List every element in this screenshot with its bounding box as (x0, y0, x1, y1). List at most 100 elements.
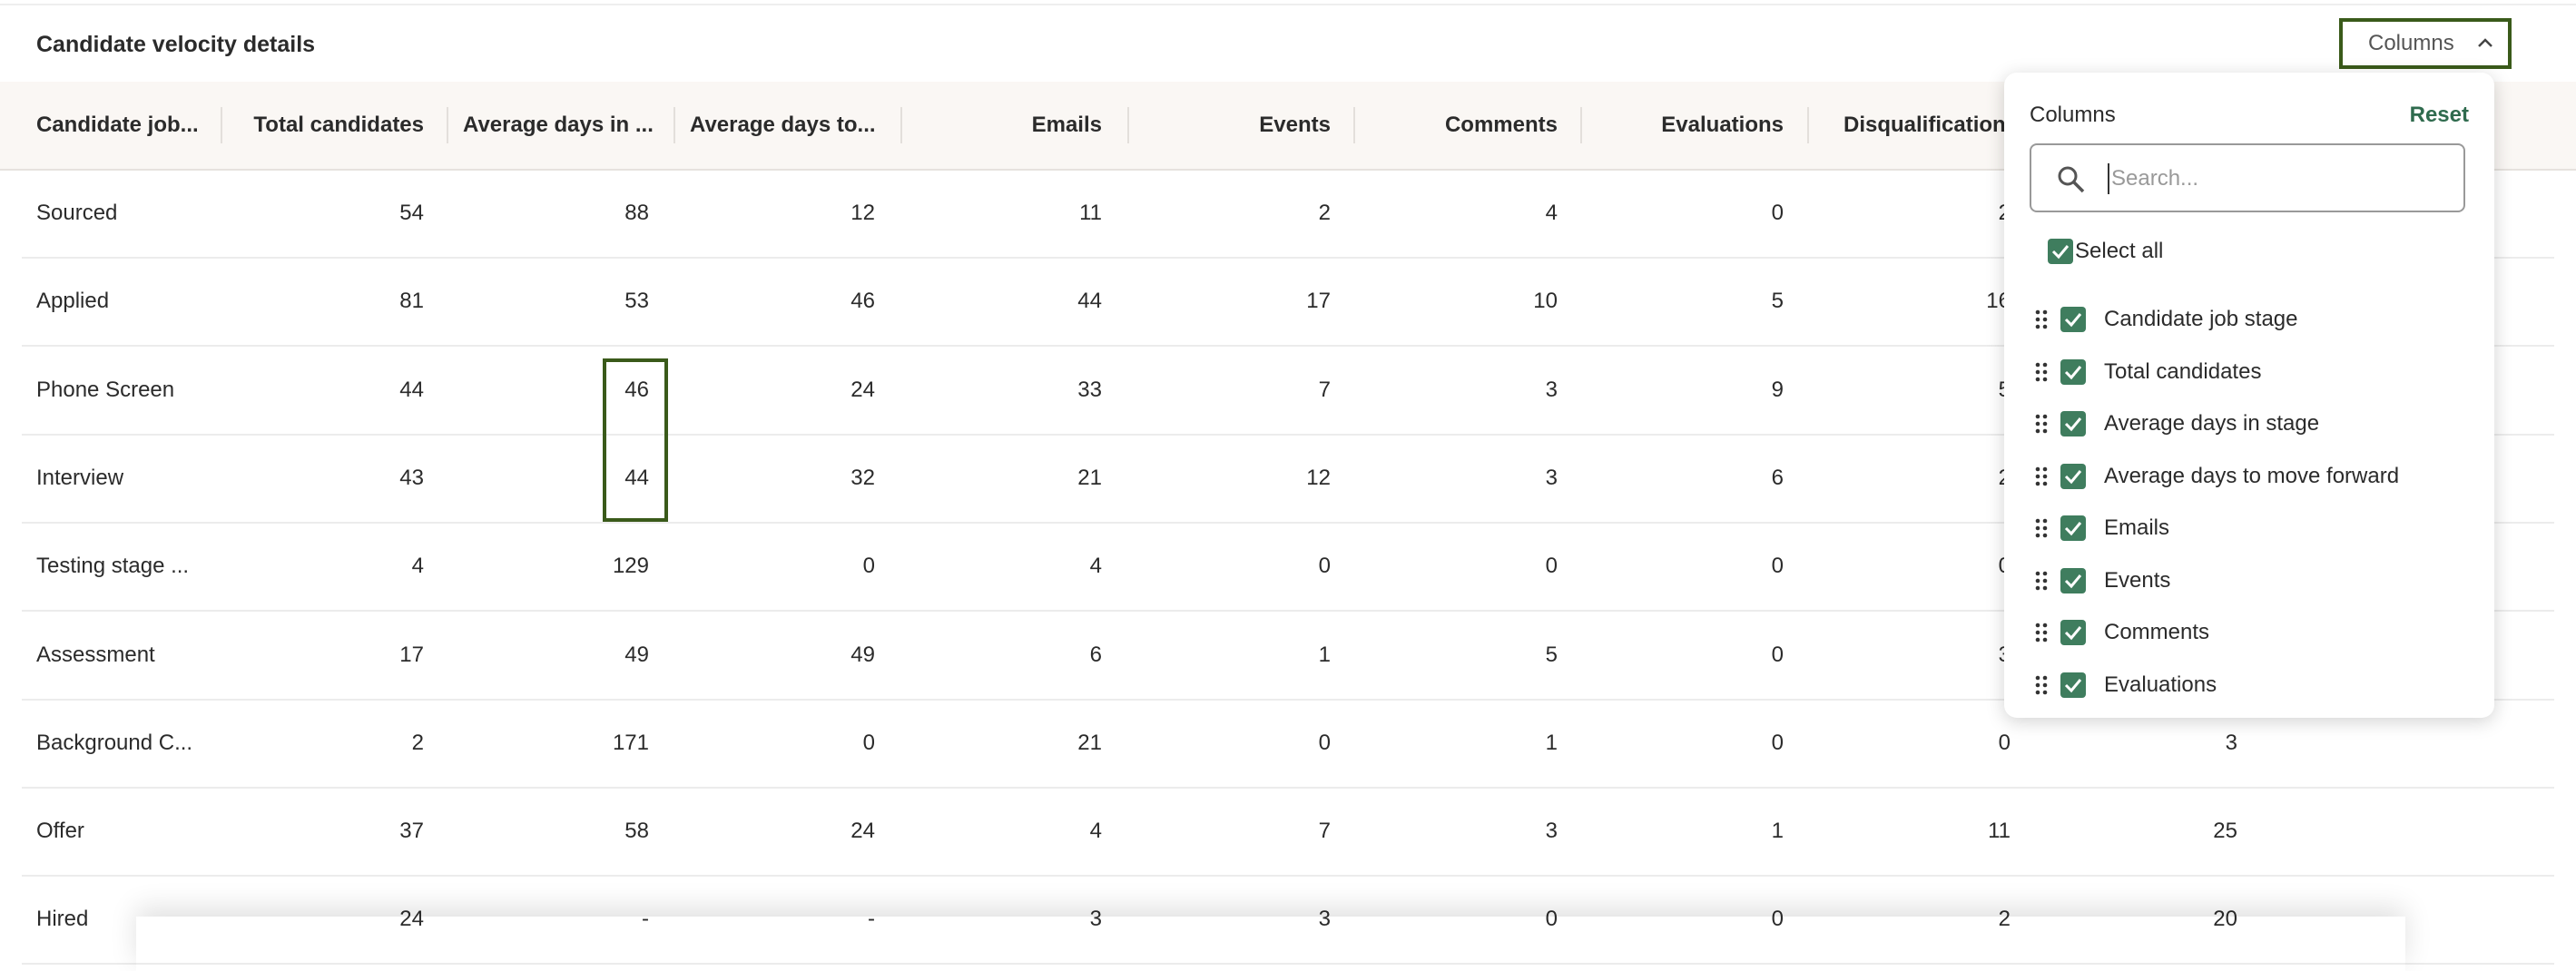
columns-button[interactable]: Columns (2339, 18, 2512, 69)
search-icon (2058, 166, 2085, 193)
drag-handle[interactable] (2035, 309, 2048, 329)
checkbox[interactable] (2060, 567, 2086, 593)
cell-value: 129 (612, 554, 649, 579)
column-separator (900, 107, 902, 143)
checkbox[interactable] (2060, 463, 2086, 489)
stage-name: Offer (36, 819, 84, 844)
check-mark (2064, 313, 2082, 328)
column-option[interactable]: Average days to move forward (2104, 463, 2400, 488)
cell-value: 0 (1318, 554, 1331, 579)
cell-value: 5 (1545, 642, 1558, 667)
cell-value: 88 (624, 201, 649, 225)
column-separator (220, 107, 222, 143)
checkbox[interactable] (2060, 358, 2086, 385)
cell-value: 24 (399, 907, 424, 932)
column-header: Total candidates (253, 113, 424, 137)
checkbox[interactable] (2060, 515, 2086, 541)
cell-value: 2 (1998, 907, 2011, 932)
row-divider (22, 875, 2554, 878)
drag-handle[interactable] (2035, 414, 2048, 434)
checkbox[interactable] (2060, 620, 2086, 645)
drag-handle[interactable] (2035, 518, 2048, 538)
cell-value: 1 (1545, 730, 1558, 755)
cell-value: 49 (850, 642, 875, 667)
drag-handle[interactable] (2035, 571, 2048, 591)
dots (2035, 623, 2048, 642)
cell-value: 6 (1771, 465, 1784, 490)
stage-name: Phone Screen (36, 377, 175, 402)
cell-value: 3 (2225, 730, 2237, 755)
column-separator (1353, 107, 1356, 143)
column-separator (673, 107, 676, 143)
dots (2035, 675, 2048, 694)
dots (2035, 518, 2048, 538)
drag-handle[interactable] (2035, 362, 2048, 382)
cell-value: 46 (850, 289, 875, 314)
dropdown-title: Columns (2030, 103, 2116, 127)
cell-value: 43 (399, 465, 424, 490)
search-placeholder: Search... (2111, 166, 2199, 191)
stage-name: Applied (36, 289, 110, 314)
select-all[interactable]: Select all (2075, 239, 2164, 263)
cell-value: 44 (1077, 289, 1102, 314)
reset-link[interactable]: Reset (2409, 103, 2469, 127)
column-option[interactable]: Emails (2104, 515, 2170, 540)
drag-handle[interactable] (2035, 466, 2048, 486)
check-mark (2064, 626, 2082, 641)
column-header: Comments (1444, 113, 1558, 137)
check-mark (2051, 245, 2070, 260)
column-option[interactable]: Average days in stage (2104, 411, 2320, 436)
cell-value: 0 (1771, 907, 1784, 932)
stage-name: Testing stage ... (36, 554, 190, 579)
checkbox[interactable] (2060, 307, 2086, 332)
cell-value: 21 (1077, 465, 1102, 490)
check-mark (2064, 417, 2082, 432)
cell-value: 53 (624, 289, 649, 314)
column-option[interactable]: Total candidates (2104, 358, 2262, 384)
cell-value: 2 (1318, 201, 1331, 225)
cell-value: 5 (1771, 289, 1784, 314)
cell-value: 0 (862, 730, 875, 755)
cell-value: 49 (624, 642, 649, 667)
cell-value: 4 (411, 554, 424, 579)
cell-value: - (642, 907, 649, 932)
cell-value: 7 (1318, 819, 1331, 844)
column-option[interactable]: Events (2104, 567, 2171, 593)
row-divider (22, 610, 2554, 613)
checkbox[interactable] (2060, 411, 2086, 436)
column-header: Events (1259, 113, 1331, 137)
cell-value: 12 (850, 201, 875, 225)
checkbox[interactable] (2048, 239, 2073, 264)
cell-value: 3 (1089, 907, 1102, 932)
check-mark (2064, 574, 2082, 588)
stage-name: Interview (36, 465, 124, 490)
cell-value: 4 (1545, 201, 1558, 225)
column-option[interactable]: Evaluations (2104, 672, 2217, 697)
column-option[interactable]: Candidate job stage (2104, 307, 2298, 331)
top-border (0, 4, 2576, 5)
cell-value: 81 (399, 289, 424, 314)
cell-value: 4 (1089, 819, 1102, 844)
drag-handle[interactable] (2035, 675, 2048, 695)
cell-value: 3 (1545, 819, 1558, 844)
column-separator (1807, 107, 1809, 143)
column-header: Emails (1031, 113, 1102, 137)
cell-value: 24 (850, 819, 875, 844)
cell-value: 171 (612, 730, 649, 755)
cell-value: 58 (624, 819, 649, 844)
cell-value: 44 (399, 377, 424, 402)
cell-value: 3 (1318, 907, 1331, 932)
cell-value: - (868, 907, 875, 932)
stage-name: Assessment (36, 642, 155, 667)
column-option[interactable]: Comments (2104, 620, 2210, 644)
search-box[interactable]: Search... (2030, 143, 2465, 212)
check-mark (2064, 469, 2082, 484)
bottom-shadow (136, 917, 2405, 971)
cell-value: 1 (1318, 642, 1331, 667)
checkbox[interactable] (2060, 672, 2086, 698)
button-label: Columns (2368, 31, 2454, 55)
dots (2035, 362, 2048, 381)
drag-handle[interactable] (2035, 623, 2048, 642)
row-divider (22, 698, 2554, 701)
cell-value: 11 (1988, 819, 2011, 844)
